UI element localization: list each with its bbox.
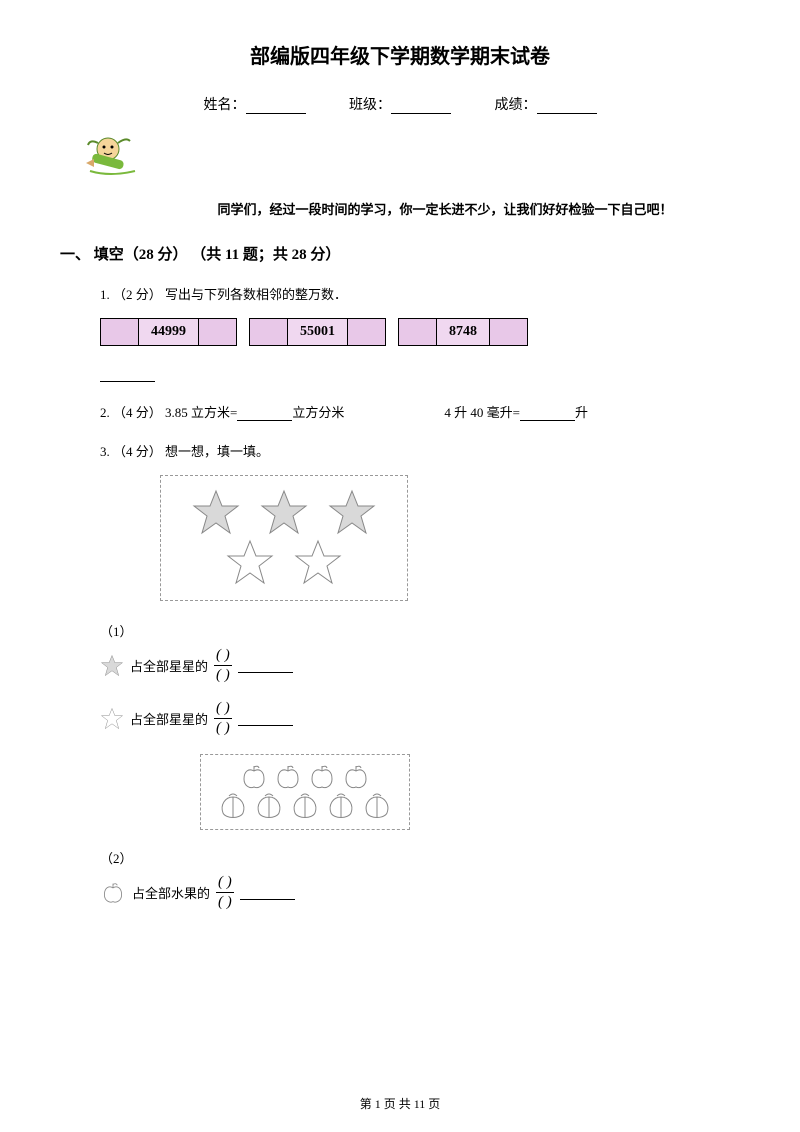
star-empty-icon bbox=[225, 538, 275, 588]
peach-icon bbox=[289, 791, 321, 821]
encourage-text: 同学们，经过一段时间的学习，你一定长进不少，让我们好好检验一下自己吧！ bbox=[150, 199, 740, 218]
fraction-blank[interactable]: ( ) ( ) bbox=[214, 701, 232, 736]
apple-icon bbox=[239, 763, 269, 791]
box-blank-left[interactable] bbox=[250, 319, 288, 345]
number-box: 55001 bbox=[249, 318, 386, 346]
fraction-blank[interactable]: ( ) ( ) bbox=[216, 875, 234, 910]
q1-text: 1. （2 分） 写出与下列各数相邻的整万数． bbox=[100, 284, 740, 303]
box-blank-right[interactable] bbox=[198, 319, 236, 345]
frac-text: 占全部星星的 bbox=[130, 709, 208, 728]
box-value: 8748 bbox=[437, 319, 489, 345]
question-1: 1. （2 分） 写出与下列各数相邻的整万数． 44999 55001 8748 bbox=[100, 284, 740, 382]
star-empty-icon bbox=[293, 538, 343, 588]
class-blank[interactable] bbox=[391, 113, 451, 114]
answer-blank[interactable] bbox=[520, 407, 575, 421]
q2-unit-a: 立方分米 bbox=[292, 405, 344, 420]
peach-icon bbox=[325, 791, 357, 821]
peach-icon bbox=[253, 791, 285, 821]
q1-number-boxes: 44999 55001 8748 bbox=[100, 318, 740, 346]
fruits-figure bbox=[200, 754, 410, 830]
q3-text: 3. （4 分） 想一想，填一填。 bbox=[100, 441, 740, 460]
star-filled-icon bbox=[100, 654, 124, 678]
box-blank-right[interactable] bbox=[489, 319, 527, 345]
name-blank[interactable] bbox=[246, 113, 306, 114]
box-blank-left[interactable] bbox=[101, 319, 139, 345]
answer-blank[interactable] bbox=[238, 712, 293, 726]
page-title: 部编版四年级下学期数学期末试卷 bbox=[60, 40, 740, 69]
pencil-mascot-icon bbox=[80, 129, 740, 184]
q3-line-b: 占全部星星的 ( ) ( ) bbox=[100, 701, 740, 736]
apple-icon bbox=[100, 881, 126, 905]
star-empty-icon bbox=[100, 707, 124, 731]
apple-icon bbox=[273, 763, 303, 791]
peach-icon bbox=[217, 791, 249, 821]
name-label: 姓名： bbox=[204, 98, 246, 113]
section-1-header: 一、 填空（28 分） （共 11 题；共 28 分） bbox=[60, 243, 740, 264]
score-blank[interactable] bbox=[537, 113, 597, 114]
box-value: 44999 bbox=[139, 319, 198, 345]
stars-figure bbox=[160, 475, 408, 601]
box-blank-left[interactable] bbox=[399, 319, 437, 345]
star-filled-icon bbox=[191, 488, 241, 538]
q3-sub1: （1） bbox=[100, 621, 740, 640]
star-filled-icon bbox=[259, 488, 309, 538]
question-3: 3. （4 分） 想一想，填一填。 （1） 占全部星星的 ( ) ( ) 占全部… bbox=[100, 441, 740, 910]
answer-blank[interactable] bbox=[238, 659, 293, 673]
answer-blank[interactable] bbox=[100, 368, 155, 382]
fraction-blank[interactable]: ( ) ( ) bbox=[214, 648, 232, 683]
star-filled-icon bbox=[327, 488, 377, 538]
number-box: 8748 bbox=[398, 318, 528, 346]
box-blank-right[interactable] bbox=[347, 319, 385, 345]
q3-sub2: （2） bbox=[100, 848, 740, 867]
student-info-row: 姓名： 班级： 成绩： bbox=[60, 94, 740, 114]
box-value: 55001 bbox=[288, 319, 347, 345]
q3-line-c: 占全部水果的 ( ) ( ) bbox=[100, 875, 740, 910]
frac-text: 占全部星星的 bbox=[130, 656, 208, 675]
question-2: 2. （4 分） 3.85 立方米= 立方分米 4 升 40 毫升= 升 bbox=[100, 402, 740, 421]
q2-text-b: 4 升 40 毫升= bbox=[444, 405, 520, 420]
q2-text-a: 2. （4 分） 3.85 立方米= bbox=[100, 405, 237, 420]
frac-text: 占全部水果的 bbox=[132, 883, 210, 902]
q3-line-a: 占全部星星的 ( ) ( ) bbox=[100, 648, 740, 683]
number-box: 44999 bbox=[100, 318, 237, 346]
class-label: 班级： bbox=[349, 98, 391, 113]
score-label: 成绩： bbox=[495, 98, 537, 113]
apple-icon bbox=[341, 763, 371, 791]
answer-blank[interactable] bbox=[237, 407, 292, 421]
answer-blank[interactable] bbox=[240, 886, 295, 900]
page-footer: 第 1 页 共 11 页 bbox=[0, 1095, 800, 1112]
q2-unit-b: 升 bbox=[575, 405, 588, 420]
peach-icon bbox=[361, 791, 393, 821]
apple-icon bbox=[307, 763, 337, 791]
